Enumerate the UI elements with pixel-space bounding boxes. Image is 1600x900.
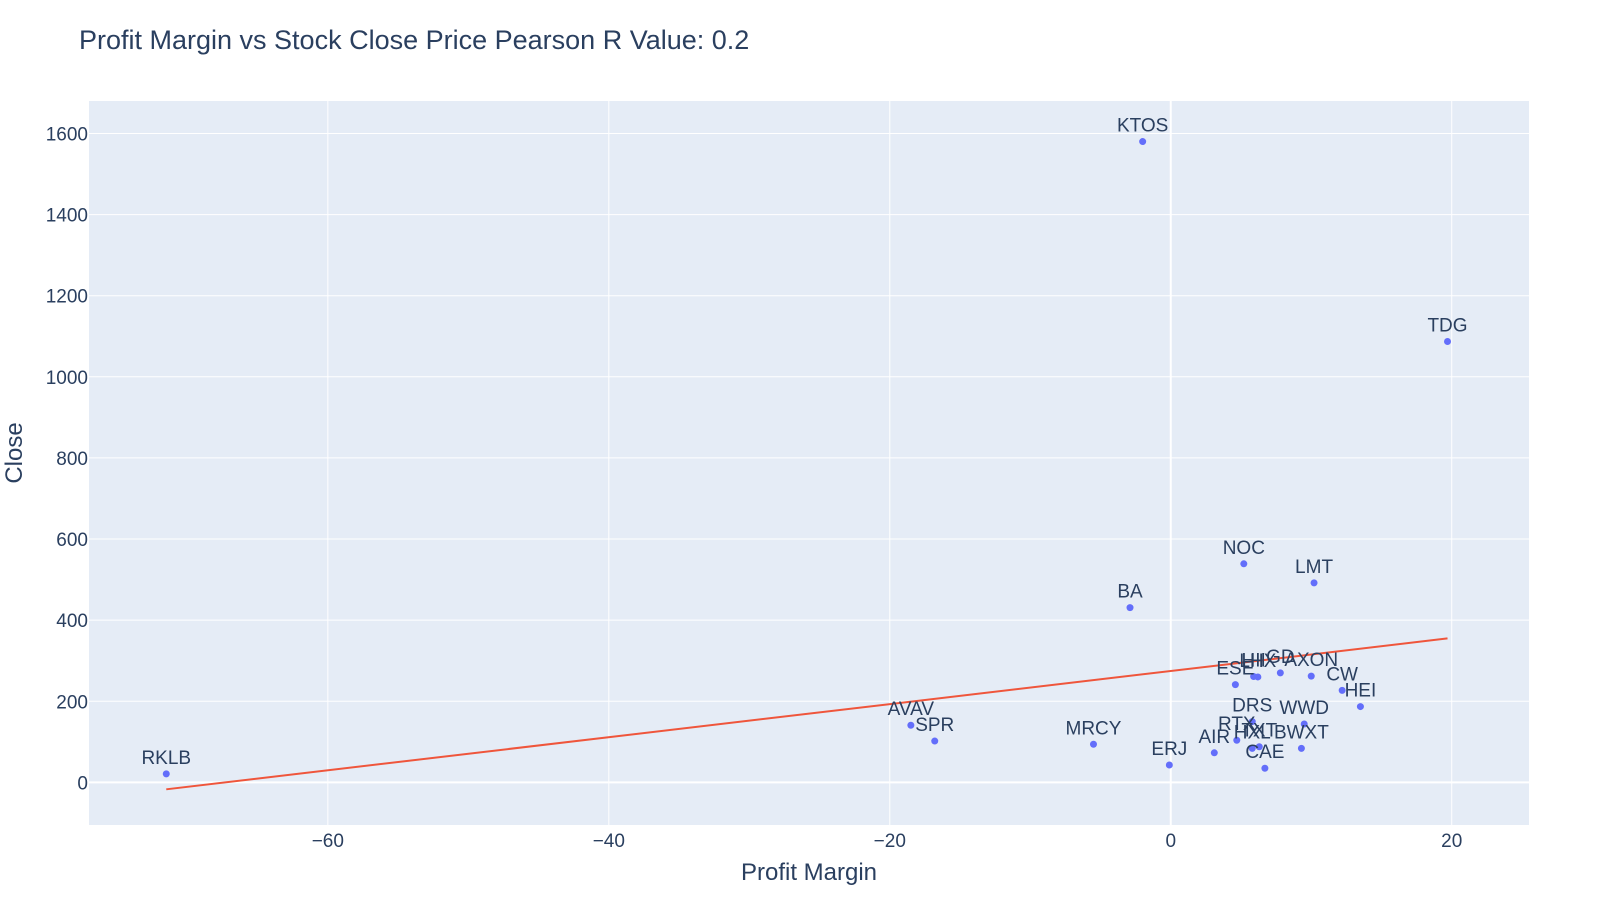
trendline bbox=[166, 637, 1448, 791]
data-point-label: RTX bbox=[1218, 714, 1256, 735]
data-point-label: MRCY bbox=[1066, 718, 1122, 739]
data-point-label: RKLB bbox=[141, 748, 191, 769]
y-tick-label: 1000 bbox=[46, 368, 88, 389]
data-point-label: CAE bbox=[1245, 742, 1284, 763]
x-tick-label: −60 bbox=[312, 831, 344, 852]
x-tick-label: 0 bbox=[1165, 831, 1176, 852]
data-point-label: AVAV bbox=[888, 699, 935, 720]
data-point-rklb: RKLB bbox=[141, 748, 191, 778]
data-point-label: LHX bbox=[1239, 651, 1276, 672]
data-point-hei: HEI bbox=[1345, 681, 1377, 711]
data-point-marker bbox=[1165, 761, 1173, 769]
data-point-gd: GD bbox=[1266, 647, 1295, 677]
x-tick-label: −40 bbox=[593, 831, 625, 852]
data-point-bwxt: BWXT bbox=[1274, 722, 1329, 752]
data-point-axon: AXON bbox=[1284, 650, 1338, 680]
data-point-label: KTOS bbox=[1117, 116, 1168, 137]
data-point-label: NOC bbox=[1223, 538, 1265, 559]
x-tick-label: −20 bbox=[874, 831, 906, 852]
data-point-erj: ERJ bbox=[1151, 739, 1187, 769]
data-point-marker bbox=[1126, 604, 1134, 612]
y-tick-label: 800 bbox=[56, 449, 88, 470]
y-tick-label: 400 bbox=[56, 611, 88, 632]
y-gridlines bbox=[89, 132, 1529, 784]
data-point-label: AIR bbox=[1198, 727, 1230, 748]
data-point-cw: CW bbox=[1326, 664, 1358, 694]
data-point-marker bbox=[1255, 743, 1263, 751]
data-point-label: HEI bbox=[1345, 681, 1377, 702]
data-point-marker bbox=[1300, 720, 1308, 728]
data-point-marker bbox=[1338, 686, 1346, 694]
data-point-air: AIR bbox=[1198, 727, 1230, 757]
data-point-label: BWXT bbox=[1274, 722, 1329, 743]
data-point-marker bbox=[1233, 736, 1241, 744]
y-tick-label: 600 bbox=[56, 530, 88, 551]
data-point-label: ERJ bbox=[1151, 739, 1187, 760]
data-point-label: BA bbox=[1117, 582, 1143, 603]
data-point-tdg: TDG bbox=[1427, 316, 1468, 346]
x-tick-label: 20 bbox=[1441, 831, 1462, 852]
data-point-marker bbox=[162, 770, 170, 778]
data-point-label: AXON bbox=[1284, 650, 1338, 671]
data-point-noc: NOC bbox=[1223, 538, 1265, 568]
data-point-wwd: WWD bbox=[1279, 698, 1329, 728]
trendline-layer bbox=[166, 637, 1448, 791]
data-point-avav: AVAV bbox=[888, 699, 935, 729]
data-point-rtx: RTX bbox=[1218, 714, 1256, 744]
data-point-marker bbox=[907, 721, 915, 729]
data-point-drs: DRS bbox=[1232, 696, 1272, 726]
data-point-ktos: KTOS bbox=[1117, 116, 1168, 146]
y-axis-ticks: 0 200 400 600 800 1000 1200 1400 1600 bbox=[46, 124, 88, 794]
plot-area bbox=[89, 101, 1529, 825]
x-axis-ticks: −60 −40 −20 0 20 bbox=[312, 831, 1463, 852]
data-point-label: WWD bbox=[1279, 698, 1329, 719]
data-point-txt: TXT bbox=[1241, 721, 1278, 751]
data-point-label: TDG bbox=[1427, 316, 1467, 337]
data-point-ese: ESE bbox=[1216, 659, 1254, 689]
data-point-marker bbox=[1307, 672, 1315, 680]
x-axis-title: Profit Margin bbox=[741, 859, 877, 886]
data-point-cae: CAE bbox=[1245, 742, 1284, 772]
data-point-hxl: HXL bbox=[1234, 722, 1271, 752]
data-point-marker bbox=[931, 737, 939, 745]
data-point-label: HII bbox=[1242, 651, 1266, 672]
y-tick-label: 200 bbox=[56, 692, 88, 713]
data-point-marker bbox=[1254, 673, 1262, 681]
data-point-marker bbox=[1248, 718, 1256, 726]
data-point-marker bbox=[1310, 579, 1318, 587]
data-point-label: CW bbox=[1326, 664, 1358, 685]
y-tick-label: 1200 bbox=[46, 287, 88, 308]
data-point-marker bbox=[1210, 749, 1218, 757]
data-point-spr: SPR bbox=[915, 715, 954, 745]
data-point-label: GD bbox=[1266, 647, 1295, 668]
data-point-label: LMT bbox=[1295, 557, 1333, 578]
data-point-ba: BA bbox=[1117, 582, 1143, 612]
data-point-marker bbox=[1444, 338, 1452, 346]
data-point-marker bbox=[1139, 138, 1147, 146]
data-point-marker bbox=[1240, 560, 1248, 568]
y-tick-label: 1600 bbox=[46, 124, 88, 145]
data-point-lhx: LHX bbox=[1239, 651, 1277, 681]
data-point-label: HXL bbox=[1234, 722, 1271, 743]
data-point-label: SPR bbox=[915, 715, 954, 736]
data-point-marker bbox=[1248, 744, 1256, 752]
data-point-label: DRS bbox=[1232, 696, 1272, 717]
data-point-marker bbox=[1276, 669, 1284, 677]
data-point-marker bbox=[1089, 740, 1097, 748]
y-tick-label: 0 bbox=[77, 773, 88, 794]
data-point-label: ESE bbox=[1216, 659, 1254, 680]
data-point-marker bbox=[1261, 764, 1269, 772]
data-point-marker bbox=[1356, 703, 1364, 711]
data-point-mrcy: MRCY bbox=[1066, 718, 1122, 748]
data-point-lmt: LMT bbox=[1295, 557, 1333, 587]
y-axis-title: Close bbox=[1, 422, 28, 483]
y-tick-label: 1400 bbox=[46, 206, 88, 227]
chart-title: Profit Margin vs Stock Close Price Pears… bbox=[79, 25, 749, 55]
data-point-label: TXT bbox=[1241, 721, 1277, 742]
data-point-marker bbox=[1297, 744, 1305, 752]
data-point-marker bbox=[1231, 681, 1239, 689]
x-gridlines bbox=[327, 101, 1453, 825]
